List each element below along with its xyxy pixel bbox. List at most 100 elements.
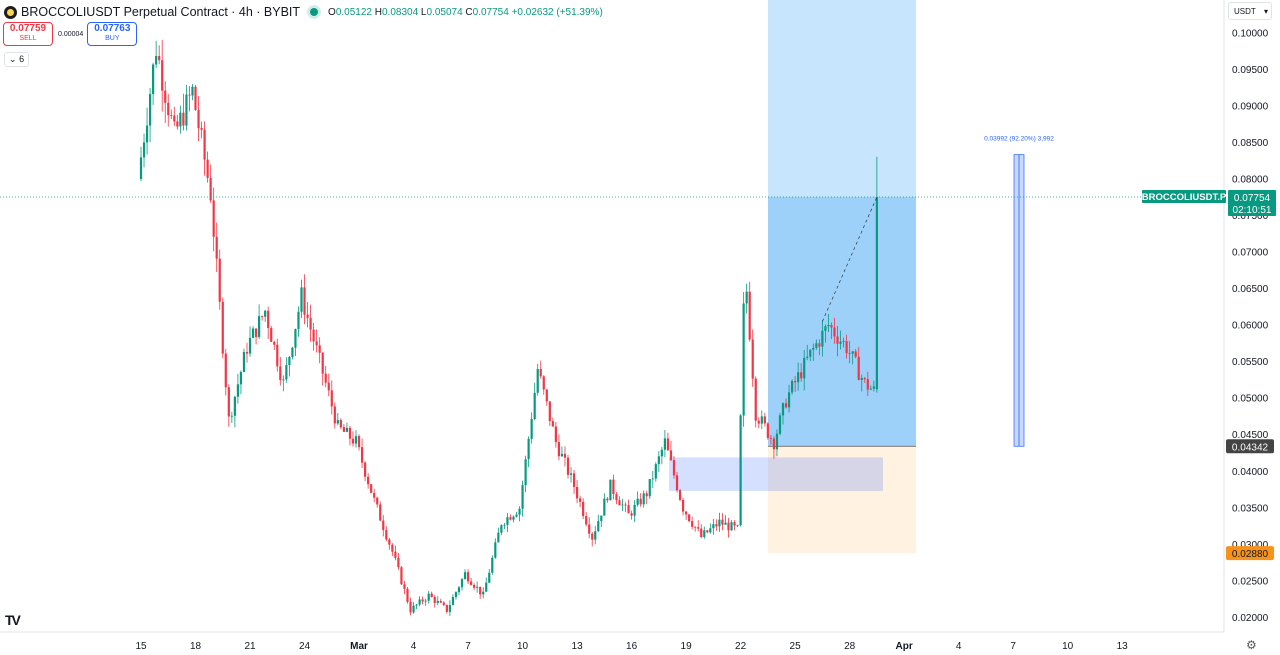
candle-body[interactable] — [267, 310, 270, 329]
candle-body[interactable] — [182, 112, 185, 126]
candle-body[interactable] — [454, 592, 458, 598]
candle-body[interactable] — [812, 347, 815, 350]
settings-gear-icon[interactable]: ⚙ — [1246, 638, 1257, 652]
candle-body[interactable] — [730, 522, 733, 531]
candle-body[interactable] — [636, 498, 639, 505]
candle-body[interactable] — [397, 557, 400, 568]
candle-body[interactable] — [721, 519, 724, 525]
candle-body[interactable] — [466, 572, 470, 582]
candle-body[interactable] — [385, 530, 388, 540]
candle-body[interactable] — [533, 392, 536, 420]
candle-body[interactable] — [315, 341, 318, 346]
candle-body[interactable] — [769, 437, 772, 439]
candle-body[interactable] — [288, 356, 291, 366]
candle-body[interactable] — [167, 102, 170, 116]
candle-body[interactable] — [654, 464, 657, 479]
candle-body[interactable] — [333, 406, 336, 424]
candle-body[interactable] — [778, 415, 782, 434]
candle-body[interactable] — [439, 600, 442, 603]
candle-body[interactable] — [400, 567, 403, 585]
long-position-filled-zone[interactable] — [768, 196, 916, 447]
candle-body[interactable] — [164, 90, 167, 103]
candle-body[interactable] — [751, 339, 754, 379]
candle-body[interactable] — [582, 501, 585, 517]
candle-body[interactable] — [357, 436, 361, 448]
candle-body[interactable] — [251, 328, 255, 338]
candle-body[interactable] — [239, 371, 243, 385]
candle-body[interactable] — [827, 325, 830, 327]
candle-body[interactable] — [718, 519, 721, 527]
candle-body[interactable] — [430, 593, 433, 598]
candle-body[interactable] — [442, 602, 445, 605]
candle-body[interactable] — [412, 605, 415, 613]
candle-body[interactable] — [733, 522, 736, 526]
candle-body[interactable] — [766, 423, 769, 438]
candle-body[interactable] — [639, 498, 642, 505]
candle-body[interactable] — [536, 369, 539, 393]
candle-body[interactable] — [457, 587, 461, 593]
candle-body[interactable] — [781, 403, 785, 416]
candle-body[interactable] — [754, 378, 757, 421]
candle-body[interactable] — [306, 314, 309, 318]
candle-body[interactable] — [148, 94, 152, 126]
candle-body[interactable] — [391, 544, 394, 552]
candle-body[interactable] — [479, 586, 482, 595]
candle-body[interactable] — [176, 121, 179, 127]
candle-body[interactable] — [657, 456, 660, 465]
candle-body[interactable] — [706, 530, 709, 533]
candle-body[interactable] — [360, 447, 364, 463]
candle-body[interactable] — [294, 328, 297, 348]
candle-body[interactable] — [515, 514, 518, 517]
candle-body[interactable] — [451, 597, 455, 606]
candle-body[interactable] — [185, 94, 188, 126]
candle-body[interactable] — [388, 539, 391, 545]
candle-body[interactable] — [836, 336, 839, 344]
candle-body[interactable] — [433, 597, 436, 603]
candle-body[interactable] — [170, 115, 173, 116]
candle-body[interactable] — [700, 528, 703, 538]
candle-body[interactable] — [557, 442, 561, 457]
candle-body[interactable] — [324, 373, 327, 383]
candle-body[interactable] — [469, 581, 473, 585]
candle-body[interactable] — [739, 415, 742, 526]
candle-body[interactable] — [258, 316, 261, 337]
candle-body[interactable] — [300, 287, 303, 312]
candle-body[interactable] — [421, 599, 424, 602]
candle-body[interactable] — [503, 524, 506, 526]
candle-body[interactable] — [688, 514, 691, 522]
candle-body[interactable] — [600, 515, 603, 522]
candle-body[interactable] — [660, 449, 663, 457]
candle-body[interactable] — [233, 396, 236, 416]
candle-body[interactable] — [279, 366, 282, 381]
currency-select[interactable]: USDT ▾ — [1228, 2, 1272, 20]
candle-body[interactable] — [760, 416, 763, 424]
candle-body[interactable] — [242, 352, 246, 372]
candle-body[interactable] — [542, 376, 545, 390]
tradingview-logo-icon[interactable]: TV — [5, 612, 21, 628]
candle-body[interactable] — [866, 379, 869, 390]
candle-body[interactable] — [651, 478, 654, 480]
candle-body[interactable] — [597, 521, 600, 532]
candle-body[interactable] — [197, 109, 200, 128]
candle-body[interactable] — [527, 438, 530, 460]
candle-body[interactable] — [821, 330, 824, 347]
candle-body[interactable] — [409, 601, 412, 613]
candle-body[interactable] — [285, 365, 288, 380]
candle-body[interactable] — [672, 460, 676, 476]
candle-body[interactable] — [403, 584, 406, 589]
candle-body[interactable] — [806, 356, 809, 358]
candle-body[interactable] — [784, 403, 788, 408]
candle-body[interactable] — [145, 125, 149, 143]
candle-body[interactable] — [273, 341, 276, 345]
candle-body[interactable] — [500, 525, 503, 533]
candle-body[interactable] — [394, 551, 397, 558]
candle-body[interactable] — [863, 378, 866, 380]
candle-body[interactable] — [736, 525, 739, 527]
candle-body[interactable] — [351, 438, 355, 444]
candle-body[interactable] — [345, 427, 349, 432]
candle-body[interactable] — [645, 493, 648, 497]
sell-button[interactable]: 0.07759 SELL — [3, 22, 53, 46]
candle-body[interactable] — [245, 352, 249, 354]
candle-body[interactable] — [194, 86, 197, 110]
candle-body[interactable] — [236, 384, 240, 397]
